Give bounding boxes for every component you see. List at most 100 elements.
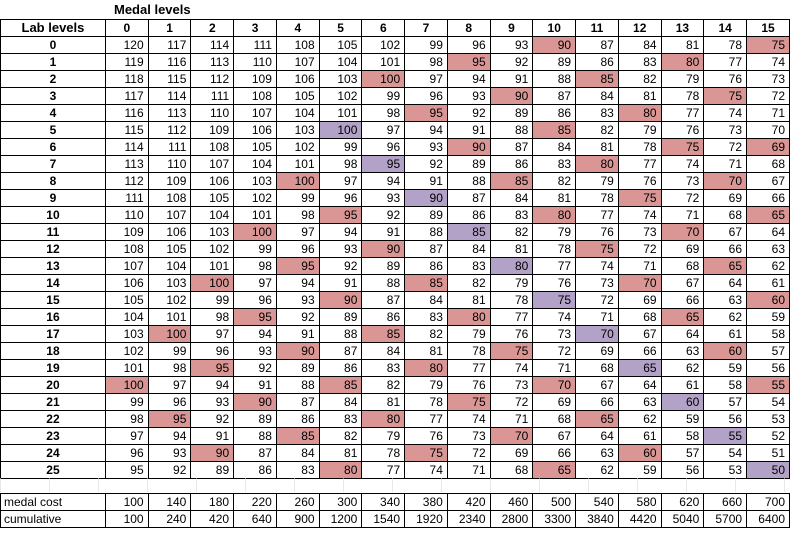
value-cell[interactable]: 91 [361, 223, 406, 241]
value-cell[interactable]: 92 [361, 206, 406, 224]
value-cell[interactable]: 97 [104, 427, 149, 445]
value-cell[interactable]: 66 [660, 291, 705, 309]
lab-level-cell[interactable]: 3 [0, 87, 106, 105]
cost-value-cell[interactable]: 380 [404, 493, 448, 511]
value-cell[interactable]: 68 [617, 308, 662, 326]
medal-level-header-5[interactable]: 5 [318, 19, 363, 37]
value-cell[interactable]: 92 [233, 359, 277, 377]
value-cell[interactable]: 102 [361, 36, 406, 54]
value-cell[interactable]: 105 [104, 291, 149, 309]
value-cell[interactable]: 81 [361, 393, 406, 411]
medal-level-header-9[interactable]: 9 [489, 19, 534, 37]
value-cell[interactable]: 99 [318, 138, 363, 156]
value-cell[interactable]: 61 [660, 376, 705, 394]
value-cell[interactable]: 86 [532, 104, 577, 122]
value-cell[interactable]: 66 [532, 444, 577, 462]
value-cell[interactable]: 75 [703, 87, 748, 105]
value-cell[interactable]: 91 [446, 121, 491, 139]
value-cell[interactable]: 102 [147, 291, 192, 309]
lab-level-cell[interactable]: 16 [0, 308, 106, 326]
value-cell[interactable]: 101 [233, 206, 277, 224]
value-cell[interactable]: 93 [275, 291, 320, 309]
value-cell[interactable]: 69 [489, 444, 534, 462]
medal-level-header-14[interactable]: 14 [703, 19, 748, 37]
value-cell[interactable]: 92 [275, 308, 320, 326]
value-cell[interactable]: 106 [275, 70, 320, 88]
value-cell[interactable]: 93 [361, 189, 406, 207]
value-cell[interactable]: 73 [746, 70, 790, 88]
value-cell[interactable]: 99 [147, 342, 192, 360]
cost-value-cell[interactable]: 240 [147, 510, 192, 528]
value-cell[interactable]: 72 [575, 291, 619, 309]
value-cell[interactable]: 84 [318, 393, 363, 411]
cost-value-cell[interactable]: 420 [446, 493, 491, 511]
value-cell[interactable]: 83 [617, 53, 662, 71]
cost-value-cell[interactable]: 140 [147, 493, 192, 511]
value-cell[interactable]: 94 [446, 70, 491, 88]
value-cell[interactable]: 59 [660, 410, 705, 428]
value-cell[interactable]: 87 [532, 87, 577, 105]
value-cell[interactable]: 83 [532, 155, 577, 173]
value-cell[interactable]: 68 [489, 461, 534, 479]
value-cell[interactable]: 67 [575, 376, 619, 394]
value-cell[interactable]: 94 [147, 427, 192, 445]
value-cell[interactable]: 80 [660, 53, 705, 71]
lab-level-cell[interactable]: 8 [0, 172, 106, 190]
value-cell[interactable]: 93 [233, 342, 277, 360]
value-cell[interactable]: 57 [703, 393, 748, 411]
value-cell[interactable]: 77 [361, 461, 406, 479]
value-cell[interactable]: 69 [746, 138, 790, 156]
value-cell[interactable]: 103 [233, 172, 277, 190]
value-cell[interactable]: 116 [104, 104, 149, 122]
value-cell[interactable]: 89 [489, 104, 534, 122]
value-cell[interactable]: 80 [617, 104, 662, 122]
value-cell[interactable]: 91 [318, 274, 363, 292]
value-cell[interactable]: 82 [575, 121, 619, 139]
value-cell[interactable]: 110 [104, 206, 149, 224]
cost-value-cell[interactable]: 640 [233, 510, 277, 528]
value-cell[interactable]: 101 [190, 257, 235, 275]
value-cell[interactable]: 80 [446, 308, 491, 326]
lab-level-cell[interactable]: 0 [0, 36, 106, 54]
value-cell[interactable]: 86 [404, 257, 448, 275]
value-cell[interactable]: 99 [233, 240, 277, 258]
value-cell[interactable]: 59 [746, 308, 790, 326]
value-cell[interactable]: 97 [361, 121, 406, 139]
value-cell[interactable]: 112 [147, 121, 192, 139]
value-cell[interactable]: 109 [233, 70, 277, 88]
value-cell[interactable]: 63 [575, 444, 619, 462]
value-cell[interactable]: 103 [104, 325, 149, 343]
value-cell[interactable]: 72 [660, 189, 705, 207]
cost-value-cell[interactable]: 6400 [746, 510, 790, 528]
value-cell[interactable]: 58 [660, 427, 705, 445]
value-cell[interactable]: 82 [318, 427, 363, 445]
value-cell[interactable]: 79 [404, 376, 448, 394]
medal-level-header-2[interactable]: 2 [190, 19, 235, 37]
value-cell[interactable]: 69 [532, 393, 577, 411]
value-cell[interactable]: 113 [104, 155, 149, 173]
value-cell[interactable]: 65 [532, 461, 577, 479]
value-cell[interactable]: 95 [147, 410, 192, 428]
value-cell[interactable]: 117 [147, 36, 192, 54]
medal-level-header-3[interactable]: 3 [233, 19, 277, 37]
value-cell[interactable]: 89 [275, 359, 320, 377]
value-cell[interactable]: 96 [190, 342, 235, 360]
cost-value-cell[interactable]: 180 [190, 493, 235, 511]
value-cell[interactable]: 103 [147, 274, 192, 292]
value-cell[interactable]: 98 [361, 104, 406, 122]
medal-level-header-15[interactable]: 15 [746, 19, 790, 37]
value-cell[interactable]: 87 [446, 189, 491, 207]
value-cell[interactable]: 76 [617, 172, 662, 190]
medal-level-header-8[interactable]: 8 [446, 19, 491, 37]
value-cell[interactable]: 97 [190, 325, 235, 343]
value-cell[interactable]: 95 [275, 257, 320, 275]
value-cell[interactable]: 64 [660, 325, 705, 343]
cost-value-cell[interactable]: 700 [746, 493, 790, 511]
value-cell[interactable]: 101 [361, 53, 406, 71]
lab-level-cell[interactable]: 9 [0, 189, 106, 207]
value-cell[interactable]: 62 [575, 461, 619, 479]
value-cell[interactable]: 105 [318, 36, 363, 54]
value-cell[interactable]: 78 [532, 240, 577, 258]
value-cell[interactable]: 78 [617, 138, 662, 156]
value-cell[interactable]: 56 [703, 410, 748, 428]
